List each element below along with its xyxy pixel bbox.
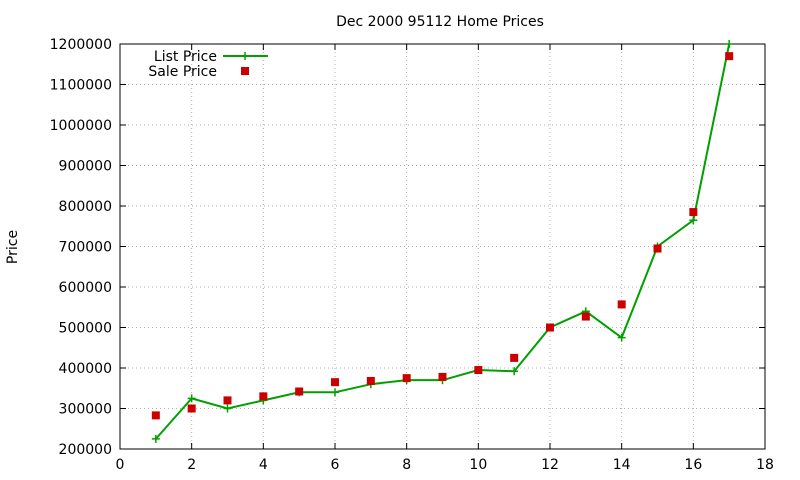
sale-price-point bbox=[581, 312, 590, 321]
sale-price-point bbox=[725, 52, 734, 61]
list-price-point bbox=[223, 404, 232, 413]
y-tick-label: 900000 bbox=[59, 159, 112, 175]
legend-label-list-price: List Price bbox=[154, 49, 217, 65]
y-tick-label: 700000 bbox=[59, 240, 112, 256]
legend-sample-list-price bbox=[223, 52, 268, 60]
x-tick-label: 6 bbox=[331, 457, 340, 473]
list-price-point bbox=[331, 388, 339, 397]
x-tick-label: 4 bbox=[259, 457, 268, 473]
y-tick-label: 1100000 bbox=[50, 78, 112, 94]
y-tick-label: 400000 bbox=[59, 361, 112, 377]
sale-price-point bbox=[187, 404, 196, 413]
x-tick-label: 18 bbox=[756, 457, 774, 473]
x-tick-label: 2 bbox=[187, 457, 196, 473]
x-tick-label: 12 bbox=[541, 457, 559, 473]
sale-price-point bbox=[438, 372, 447, 381]
y-tick-label: 1200000 bbox=[50, 37, 112, 53]
x-tick-label: 10 bbox=[469, 457, 487, 473]
list-price-point bbox=[689, 216, 698, 225]
sale-price-point bbox=[653, 244, 662, 253]
series bbox=[151, 40, 734, 443]
x-tick-label: 8 bbox=[402, 457, 411, 473]
legend-marker-sale-price bbox=[241, 67, 249, 75]
sale-price-point bbox=[474, 366, 483, 375]
legend-sample-sale-price bbox=[241, 67, 249, 75]
legend-label-sale-price: Sale Price bbox=[148, 64, 217, 80]
y-tick-label: 800000 bbox=[59, 199, 112, 215]
x-tick-label: 14 bbox=[613, 457, 631, 473]
sale-price-point bbox=[151, 411, 160, 420]
sale-price-point bbox=[689, 208, 698, 217]
y-axis-label: Price bbox=[5, 230, 21, 264]
axis-ticks: 0 2 4 6 8 10 12 14 16 18 200000 300000 400000 500000 6… bbox=[50, 37, 774, 473]
sale-price-point bbox=[331, 378, 339, 387]
sale-price-point bbox=[295, 387, 304, 396]
sale-price-point bbox=[259, 392, 268, 401]
legend: List Price Sale Price bbox=[148, 49, 268, 80]
legend-marker-list-price bbox=[241, 52, 249, 60]
list-price-point bbox=[617, 333, 626, 342]
x-tick-label: 16 bbox=[684, 457, 702, 473]
sale-price-point bbox=[617, 300, 626, 309]
list-price-point bbox=[725, 40, 734, 48]
sale-price-point bbox=[223, 396, 232, 405]
sale-price-point bbox=[402, 374, 411, 383]
list-price-point bbox=[510, 367, 519, 376]
y-tick-label: 300000 bbox=[59, 402, 112, 418]
y-tick-label: 1000000 bbox=[50, 118, 112, 134]
sale-price-point bbox=[546, 323, 554, 332]
chart-title: Dec 2000 95112 Home Prices bbox=[336, 14, 544, 30]
x-tick-label: 0 bbox=[116, 457, 125, 473]
y-tick-label: 200000 bbox=[59, 442, 112, 458]
list-price-point bbox=[151, 434, 160, 443]
sale-price-point bbox=[366, 376, 375, 385]
y-tick-label: 500000 bbox=[59, 321, 112, 337]
y-tick-label: 600000 bbox=[59, 280, 112, 296]
list-price-point bbox=[187, 394, 196, 403]
sale-price-point bbox=[510, 353, 519, 362]
